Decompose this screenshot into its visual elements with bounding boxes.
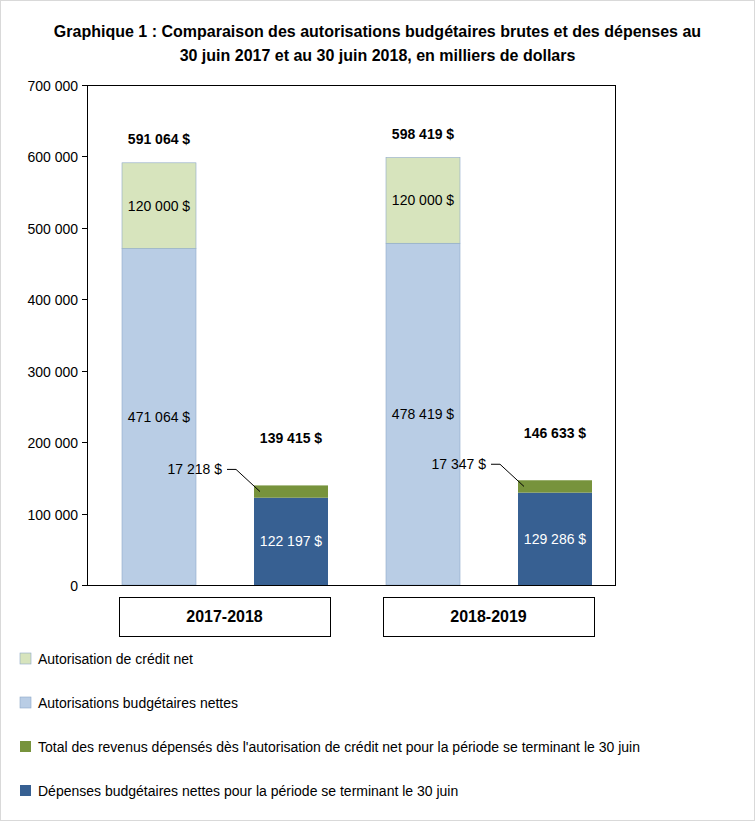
bar-segment xyxy=(386,243,460,585)
y-tick xyxy=(82,514,87,515)
plot-frame xyxy=(88,86,616,586)
y-tick xyxy=(82,585,87,586)
y-tick-label: 400 000 xyxy=(27,292,78,308)
legend-swatch xyxy=(20,697,31,708)
y-tick xyxy=(82,299,87,300)
legend-label: Dépenses budgétaires nettes pour la péri… xyxy=(38,783,458,799)
legend-label: Autorisations budgétaires nettes xyxy=(38,695,238,711)
bar-segment xyxy=(518,493,592,585)
total-label: 591 064 $ xyxy=(128,131,190,147)
data-label: 129 286 $ xyxy=(524,531,586,547)
legend-swatch xyxy=(20,653,31,664)
data-label: 122 197 $ xyxy=(260,533,322,549)
bars xyxy=(122,158,592,585)
y-tick-label: 0 xyxy=(70,578,78,594)
legend-label: Autorisation de crédit net xyxy=(38,651,193,667)
y-tick-label: 600 000 xyxy=(27,149,78,165)
total-label: 598 419 $ xyxy=(392,126,454,142)
bar-segment xyxy=(254,498,328,585)
leader-line xyxy=(491,464,524,486)
y-tick-label: 500 000 xyxy=(27,221,78,237)
y-tick xyxy=(82,156,87,157)
category-box xyxy=(120,598,331,637)
data-label: 17 218 $ xyxy=(168,461,223,477)
legend: Autorisation de crédit net Autorisations … xyxy=(20,651,640,799)
legend-label: Total des revenus dépensés dès l'autoris… xyxy=(38,739,640,755)
y-tick-label: 100 000 xyxy=(27,507,78,523)
chart-svg: 0 100 000 200 000 300 000 400 000 500 000 600 … xyxy=(0,0,755,821)
y-tick xyxy=(82,442,87,443)
bar-segment xyxy=(254,485,328,497)
chart-container: 0 100 000 200 000 300 000 400 000 500 000 600 … xyxy=(0,0,755,821)
data-label: 120 000 $ xyxy=(392,192,454,208)
legend-swatch xyxy=(20,785,31,796)
y-tick-label: 200 000 xyxy=(27,435,78,451)
chart-title: Graphique 1 : Comparaison des autorisati… xyxy=(50,20,705,68)
bar-segment xyxy=(122,163,196,249)
category-box xyxy=(384,598,595,637)
x-tick-label: 2017-2018 xyxy=(186,608,263,625)
y-tick xyxy=(82,85,87,86)
bar-segment xyxy=(386,158,460,244)
y-axis: 0 100 000 200 000 300 000 400 000 500 000 600 … xyxy=(27,78,87,594)
total-label: 139 415 $ xyxy=(260,430,322,446)
data-label: 471 064 $ xyxy=(128,409,190,425)
x-tick-label: 2018-2019 xyxy=(450,608,527,625)
outer-frame xyxy=(1,1,755,821)
y-tick xyxy=(82,228,87,229)
data-labels: 471 064 $ 120 000 $ 591 064 $ 122 197 $ 17 2… xyxy=(128,126,586,550)
bar-segment xyxy=(518,480,592,492)
data-label: 478 419 $ xyxy=(392,406,454,422)
leader-line xyxy=(227,469,260,491)
y-tick xyxy=(82,371,87,372)
data-label: 120 000 $ xyxy=(128,198,190,214)
bar-segment xyxy=(122,249,196,585)
x-axis: 2017-2018 2018-2019 xyxy=(120,598,595,637)
data-label: 17 347 $ xyxy=(432,456,487,472)
legend-swatch xyxy=(20,741,31,752)
y-tick-label: 300 000 xyxy=(27,364,78,380)
total-label: 146 633 $ xyxy=(524,425,586,441)
y-tick-label: 700 000 xyxy=(27,78,78,94)
